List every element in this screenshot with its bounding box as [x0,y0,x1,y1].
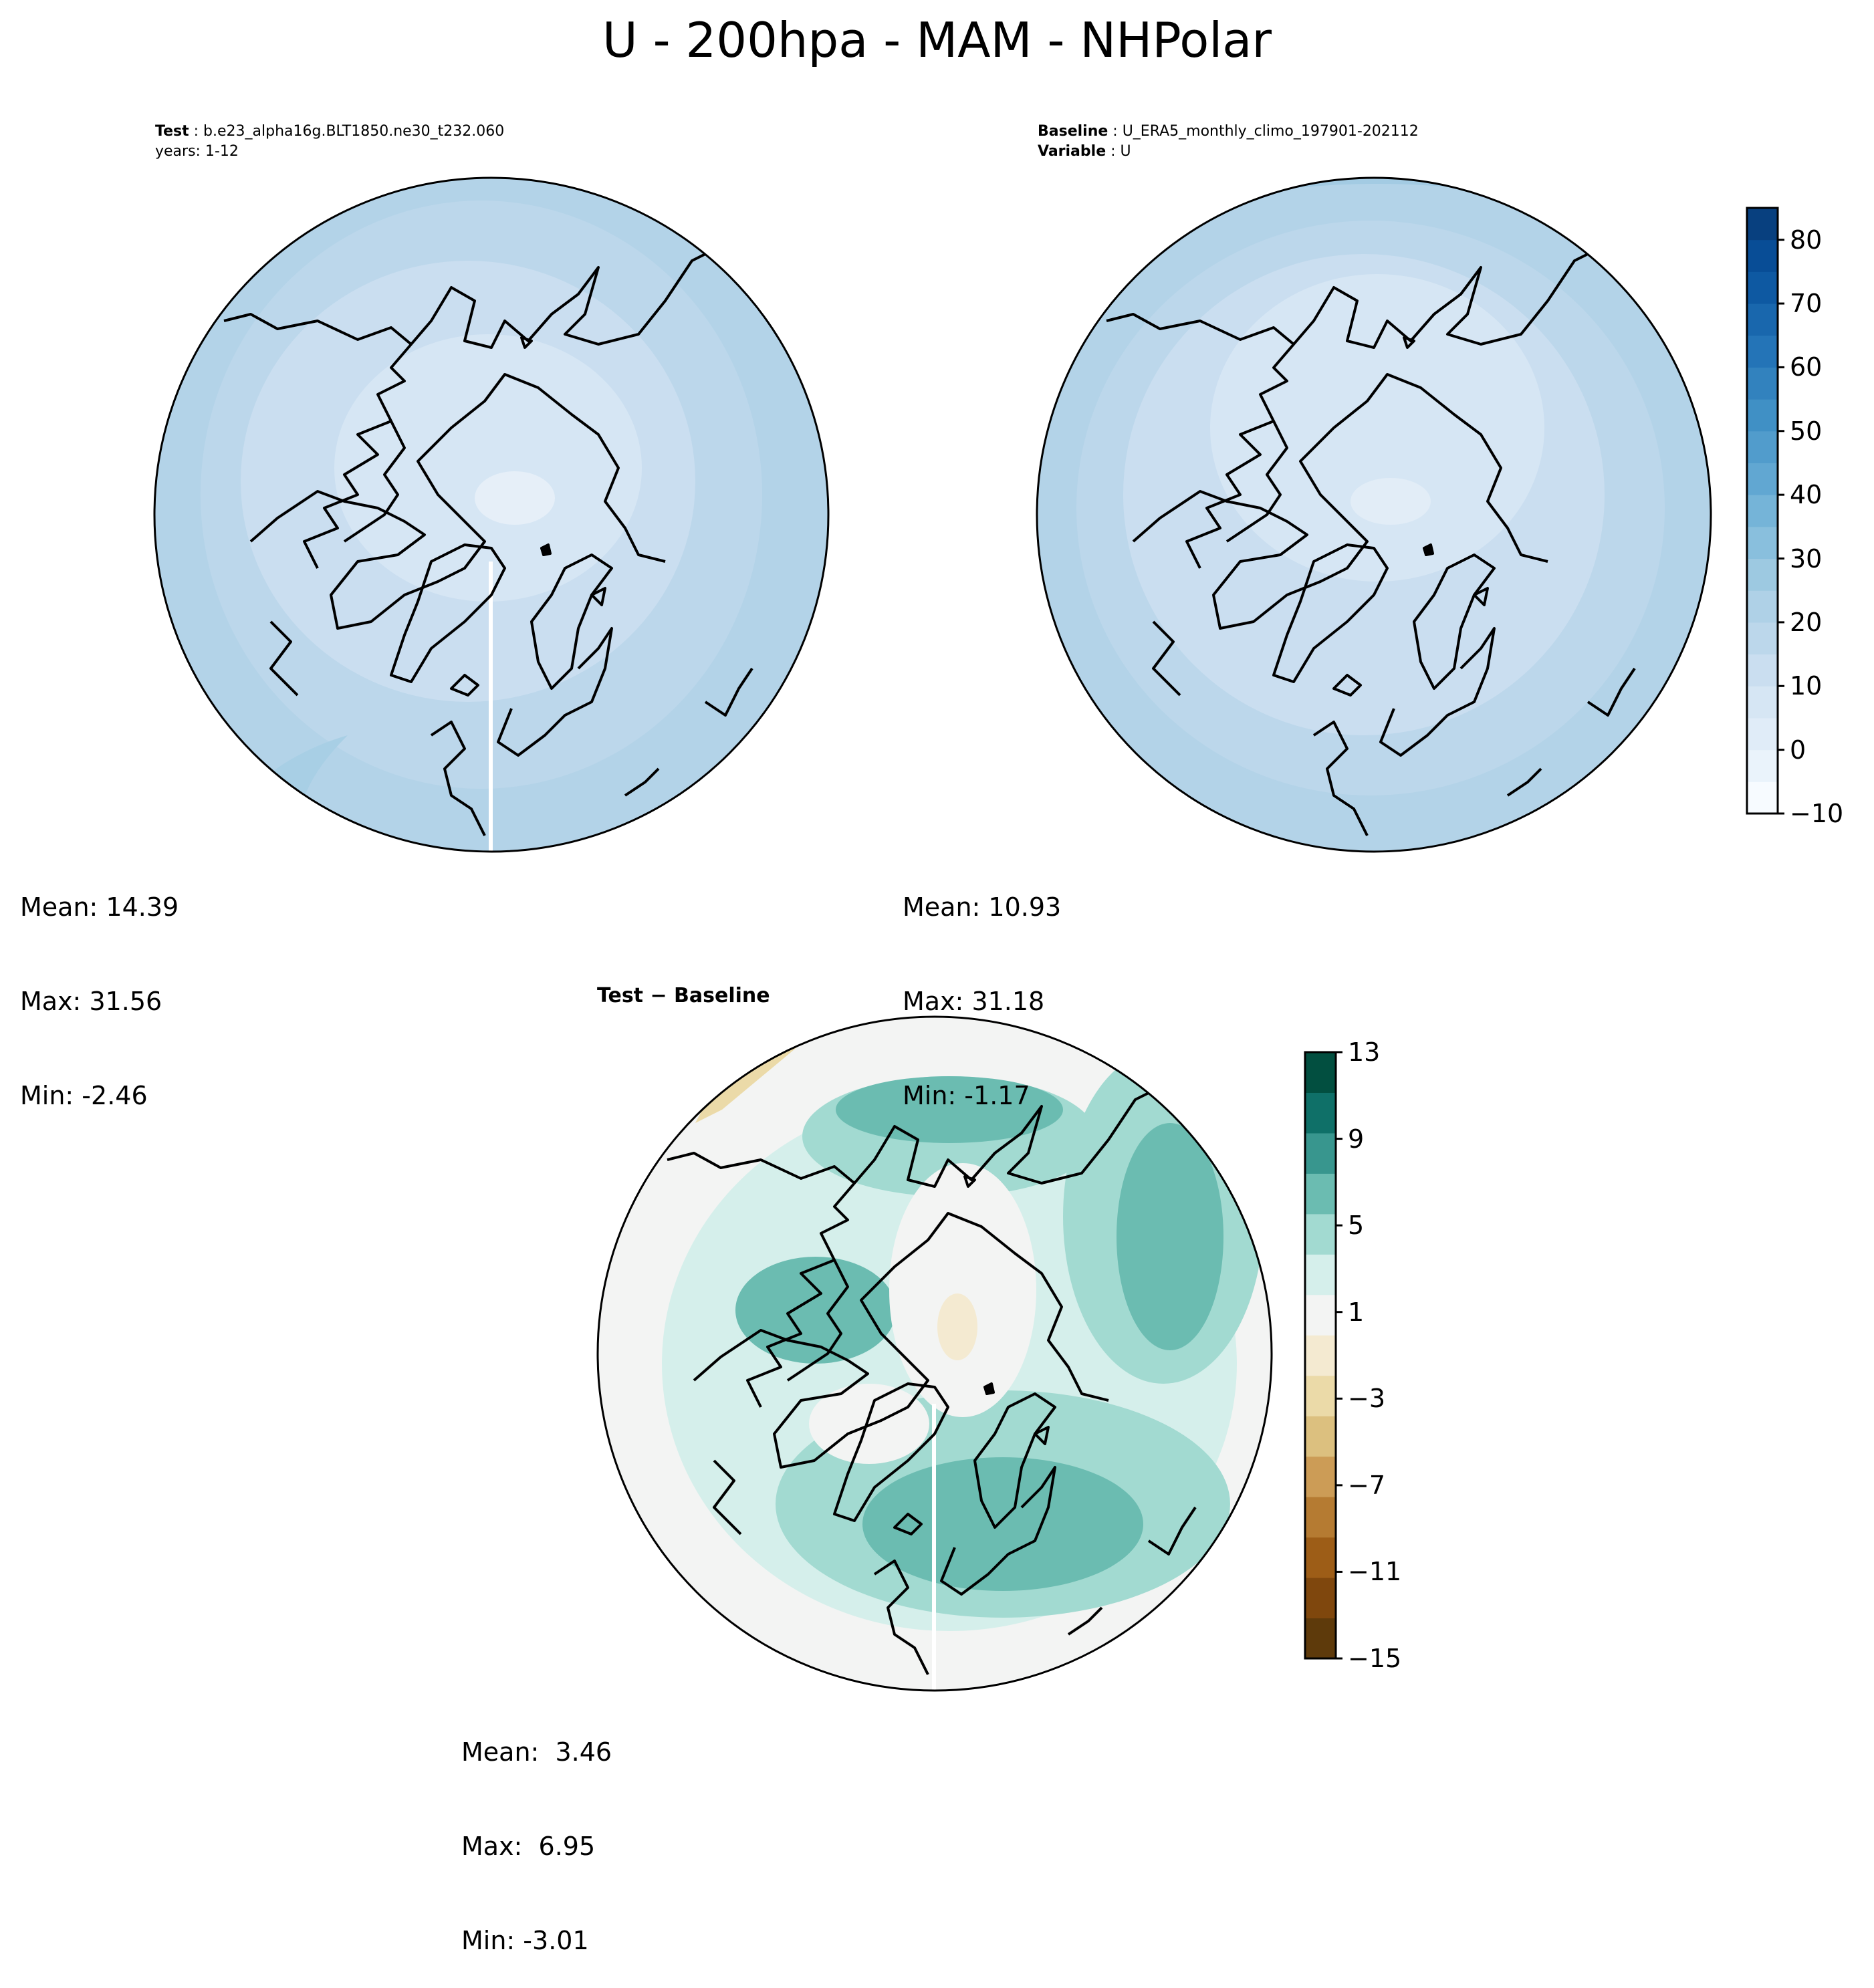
diff-colorbar-border [1304,1051,1337,1660]
field-colorbar-segment [1747,303,1778,336]
field-colorbar-segment [1747,335,1778,368]
diff-colorbar-segment [1305,1497,1336,1538]
test-mean: Mean: 14.39 [20,892,179,922]
test-stats: Mean: 14.39 Max: 31.56 Min: -2.46 [20,829,179,1143]
field-colorbar-tick-label: 10 [1790,671,1823,701]
diff-colorbar-segment [1305,1213,1336,1255]
baseline-case-name: U_ERA5_monthly_climo_197901-202112 [1122,123,1419,140]
field-colorbar-border [1746,207,1779,815]
test-min: Min: -2.46 [20,1081,148,1110]
diff-colorbar-segment [1305,1618,1336,1659]
diff-colorbar-segment [1305,1254,1336,1295]
diff-max: Max: 6.95 [461,1832,596,1861]
diff-colorbar-segment [1305,1092,1336,1134]
diff-colorbar-segment [1305,1578,1336,1619]
field-colorbar-tick-label: 80 [1790,225,1823,255]
field-colorbar-segment [1747,239,1778,272]
baseline-header: Baseline : U_ERA5_monthly_climo_197901-2… [1038,123,1419,160]
field-colorbar-segment [1747,781,1778,814]
field-colorbar-tick-label: 0 [1790,735,1806,765]
field-colorbar-tick-label: 30 [1790,543,1823,574]
baseline-max: Max: 31.18 [903,987,1045,1016]
diff-title: Test − Baseline [597,984,770,1007]
baseline-mean: Mean: 10.93 [903,892,1062,922]
test-map [154,178,828,852]
field-colorbar-tick-label: 40 [1790,480,1823,510]
field-colorbar-segment [1747,367,1778,400]
field-colorbar-tick-label: 60 [1790,352,1823,382]
diff-map [598,1017,1272,1691]
field-colorbar-segment [1747,622,1778,655]
test-case-name: b.e23_alpha16g.BLT1850.ne30_t232.060 [203,123,505,140]
field-colorbar-tick-label: 70 [1790,289,1823,319]
field-colorbar-segment [1747,749,1778,782]
diff-colorbar-tick-label: 5 [1348,1211,1365,1241]
diff-colorbar-tick-label: 13 [1348,1037,1381,1067]
diff-colorbar-segment [1305,1173,1336,1215]
test-label-bold: Test [155,123,189,140]
diff-colorbar-segment [1305,1537,1336,1578]
field-colorbar-segment [1747,399,1778,432]
field-colorbar-segment [1747,430,1778,463]
field-colorbar-segment [1747,526,1778,560]
baseline-map-border [1036,176,1712,853]
variable-name: U [1120,143,1131,160]
diff-colorbar-tick-label: 9 [1348,1124,1365,1154]
field-colorbar [1746,207,1784,815]
diff-mean: Mean: 3.46 [461,1737,612,1767]
field-colorbar-tick-label: 50 [1790,416,1823,446]
field-colorbar-segment [1747,208,1778,241]
diff-colorbar-tick-label: −7 [1348,1470,1386,1500]
variable-label-bold: Variable [1038,143,1106,160]
test-map-border [153,176,830,853]
diff-map-border [596,1015,1273,1692]
diff-colorbar-segment [1305,1052,1336,1093]
diff-colorbar-segment [1305,1375,1336,1416]
field-colorbar-segment [1747,686,1778,719]
diff-colorbar-segment [1305,1416,1336,1457]
field-colorbar-segment [1747,654,1778,687]
diff-colorbar-segment [1305,1456,1336,1497]
test-years: years: 1-12 [155,143,239,160]
diff-colorbar-segment [1305,1132,1336,1174]
diff-colorbar-segment [1305,1335,1336,1376]
diff-colorbar-tick-label: 1 [1348,1297,1365,1327]
baseline-label-bold: Baseline [1038,123,1108,140]
field-colorbar-tick-label: 20 [1790,607,1823,637]
diff-colorbar-tick-label: −11 [1348,1557,1402,1587]
field-colorbar-tick-label: −10 [1790,799,1844,828]
baseline-min: Min: -1.17 [903,1081,1030,1110]
diff-colorbar-tick-label: −3 [1348,1384,1386,1414]
figure-title: U - 200hpa - MAM - NHPolar [602,12,1272,68]
diff-colorbar-tick-label: −15 [1348,1644,1402,1673]
diff-colorbar [1304,1051,1342,1660]
field-colorbar-segment [1747,271,1778,304]
field-colorbar-segment [1747,558,1778,591]
test-max: Max: 31.56 [20,987,162,1016]
field-colorbar-segment [1747,495,1778,527]
diff-stats: Mean: 3.46 Max: 6.95 Min: -3.01 [461,1674,612,1988]
baseline-stats: Mean: 10.93 Max: 31.18 Min: -1.17 [903,829,1061,1143]
test-header: Test : b.e23_alpha16g.BLT1850.ne30_t232.… [155,122,504,162]
diff-min: Min: -3.01 [461,1926,589,1955]
field-colorbar-segment [1747,590,1778,623]
field-colorbar-segment [1747,717,1778,751]
figure-canvas [153,176,1784,1692]
field-colorbar-segment [1747,463,1778,495]
diff-colorbar-segment [1305,1294,1336,1336]
baseline-map [1037,178,1711,852]
